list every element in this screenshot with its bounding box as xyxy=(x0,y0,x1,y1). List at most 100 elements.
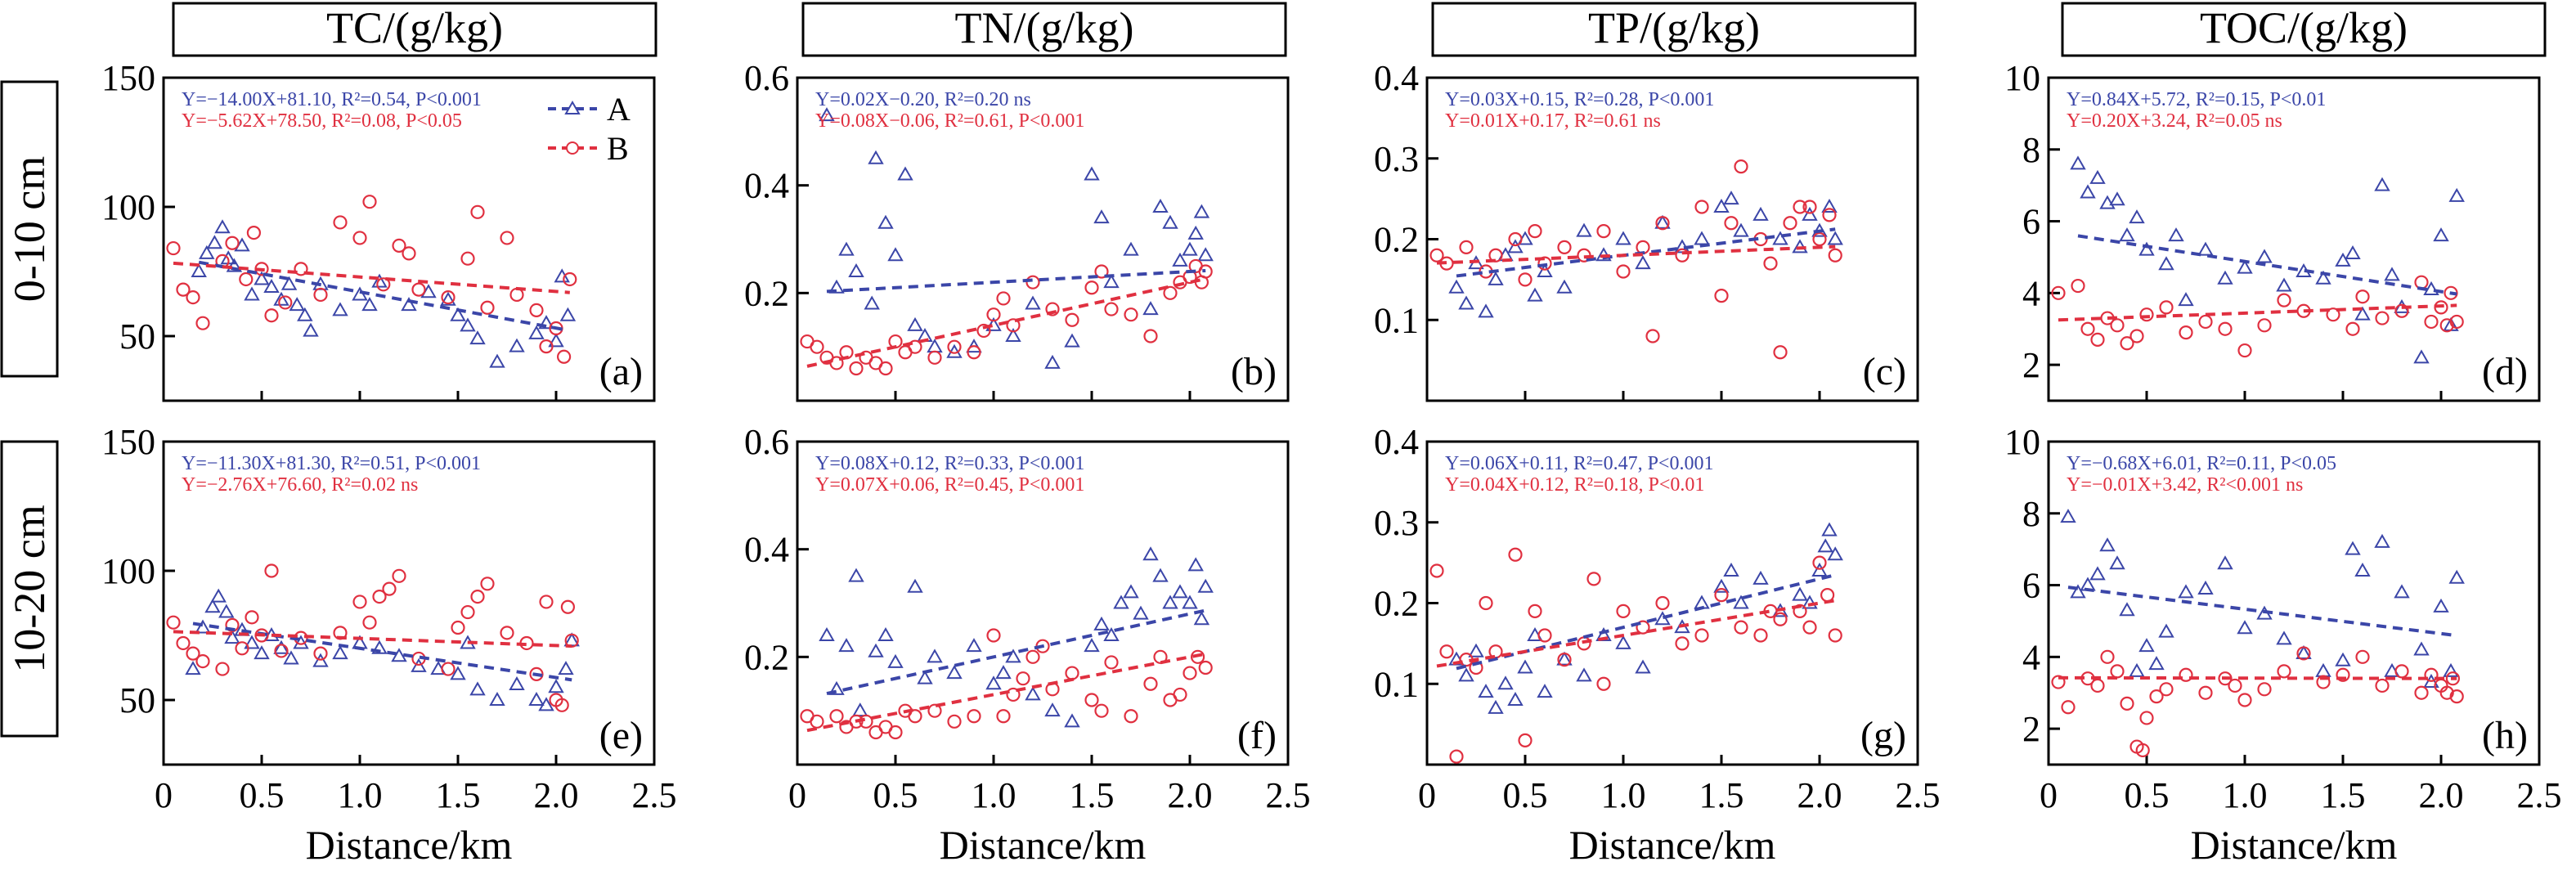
point-B-marker xyxy=(176,282,191,297)
point-B-marker xyxy=(1006,318,1021,333)
point-B-marker xyxy=(2149,689,2164,704)
point-A-marker xyxy=(361,297,378,312)
point-A-marker xyxy=(2374,533,2390,548)
point-A-marker xyxy=(1654,214,1671,229)
point-A-marker xyxy=(2089,566,2106,581)
point-B-marker xyxy=(313,287,328,303)
point-B-marker xyxy=(1104,302,1119,316)
point-A-marker xyxy=(1635,659,1651,674)
point-B-marker xyxy=(1508,231,1523,247)
point-B-marker xyxy=(264,563,279,578)
plot-area xyxy=(800,546,1214,740)
point-A-marker xyxy=(1084,166,1100,181)
regression-equation-B: Y=0.04X+0.12, R²=0.18, P<0.01 xyxy=(1445,474,1704,496)
panel-letter: (h) xyxy=(2482,714,2528,757)
point-B-marker xyxy=(1763,256,1778,271)
fit-line-B xyxy=(1436,599,1836,668)
point-B-marker xyxy=(1518,733,1533,747)
point-A-marker xyxy=(1497,675,1514,690)
point-B-marker xyxy=(2326,307,2340,322)
point-A-marker xyxy=(273,639,289,654)
point-A-marker xyxy=(244,635,260,649)
point-B-marker xyxy=(539,339,554,354)
point-A-marker xyxy=(2178,292,2194,307)
point-B-marker xyxy=(1753,628,1768,643)
point-A-marker xyxy=(877,626,894,641)
point-B-marker xyxy=(2218,321,2233,336)
point-A-marker xyxy=(254,645,270,660)
plot-frame xyxy=(2047,76,2541,402)
column-title-3-text: TP/(g/kg) xyxy=(1588,3,1760,52)
point-B-marker xyxy=(2355,289,2370,304)
point-B-marker xyxy=(2375,678,2390,693)
plot-area xyxy=(800,107,1214,376)
point-B-marker xyxy=(1616,604,1631,618)
point-B-marker xyxy=(1104,655,1119,670)
row-label-1-text: 0-10 cm xyxy=(5,156,54,302)
point-A-marker xyxy=(332,302,348,316)
point-A-marker xyxy=(1193,611,1210,626)
point-B-marker xyxy=(986,628,1001,643)
point-A-marker xyxy=(966,638,982,653)
point-B-marker xyxy=(2129,329,2144,343)
y-tick-label: 0.4 xyxy=(1374,422,1419,462)
point-A-marker xyxy=(2413,349,2430,364)
point-A-marker xyxy=(283,650,299,665)
point-A-marker xyxy=(1792,586,1808,601)
point-A-marker xyxy=(528,325,545,339)
point-A-marker xyxy=(1488,699,1504,714)
point-A-marker xyxy=(303,322,319,337)
point-A-marker xyxy=(1478,303,1494,318)
point-A-marker xyxy=(371,273,388,288)
point-A-marker xyxy=(1821,522,1838,536)
point-A-marker xyxy=(1615,635,1631,649)
y-tick-label: 0.2 xyxy=(1374,220,1419,260)
point-A-marker xyxy=(877,214,894,229)
point-A-marker xyxy=(1556,279,1573,294)
point-A-marker xyxy=(2345,245,2361,260)
point-B-marker xyxy=(352,231,367,245)
point-A-marker xyxy=(2423,674,2439,689)
y-tick-label: 6 xyxy=(2022,566,2040,606)
point-A-marker xyxy=(548,679,564,693)
point-A-marker xyxy=(450,307,466,321)
regression-equation-A: Y=0.06X+0.11, R²=0.47, P<0.001 xyxy=(1445,453,1713,474)
x-tick-label: 1.5 xyxy=(1070,775,1115,815)
point-B-marker xyxy=(441,662,456,676)
point-B-marker xyxy=(2394,664,2409,679)
point-B-marker xyxy=(2439,318,2454,333)
y-tick-label: 0.1 xyxy=(1374,300,1419,340)
point-A-marker xyxy=(838,638,855,653)
point-B-marker xyxy=(986,307,1001,322)
point-A-marker xyxy=(1733,595,1749,609)
plot-frame xyxy=(796,440,1290,766)
point-B-marker xyxy=(927,703,942,718)
point-A-marker xyxy=(1694,231,1710,245)
panel-c: 0.1 0.2 0.3 0.4 Y=0.03X+0.15, R²=0.28, P<0.0… xyxy=(1374,58,1919,402)
regression-equation-A: Y=0.84X+5.72, R²=0.15, P<0.01 xyxy=(2067,89,2326,110)
x-tick-label: 2.5 xyxy=(1266,775,1311,815)
point-B-marker xyxy=(1143,676,1158,691)
point-B-marker xyxy=(451,620,465,635)
point-B-marker xyxy=(996,291,1011,306)
point-A-marker xyxy=(469,330,486,345)
point-A-marker xyxy=(218,604,235,618)
regression-equation-B: Y=−5.62X+78.50, R²=0.08, P<0.05 xyxy=(182,110,462,132)
point-A-marker xyxy=(244,286,260,301)
column-title-2: TN/(g/kg) xyxy=(801,2,1287,57)
point-A-marker xyxy=(1448,279,1465,294)
plot-area xyxy=(166,563,580,712)
point-B-marker xyxy=(2449,314,2464,330)
panel-letter: (e) xyxy=(599,714,643,757)
point-B-marker xyxy=(166,615,181,630)
point-A-marker xyxy=(2217,555,2233,570)
point-A-marker xyxy=(297,307,313,321)
y-tick-label: 6 xyxy=(2022,202,2040,242)
y-tick-label: 50 xyxy=(119,680,155,720)
point-A-marker xyxy=(185,661,201,675)
point-A-marker xyxy=(2138,241,2155,256)
point-A-marker xyxy=(985,675,1002,690)
point-B-marker xyxy=(402,246,416,261)
x-tick-label: 1.5 xyxy=(2321,775,2366,815)
point-A-marker xyxy=(2197,580,2214,595)
